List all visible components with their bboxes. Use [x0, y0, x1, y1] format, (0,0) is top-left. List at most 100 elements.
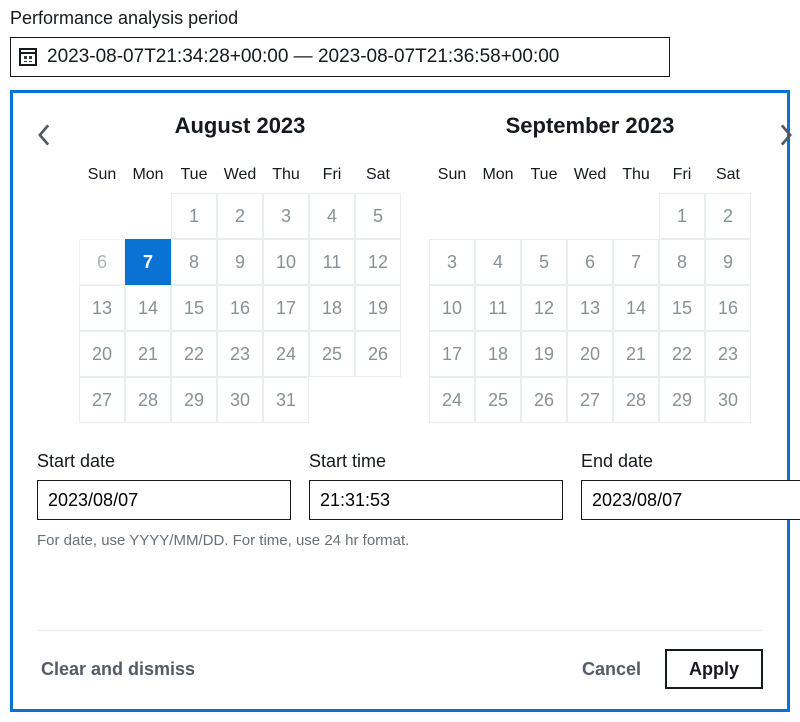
- day-cell[interactable]: 10: [429, 285, 475, 331]
- day-cell[interactable]: 8: [659, 239, 705, 285]
- day-cell[interactable]: 26: [355, 331, 401, 377]
- day-cell[interactable]: 11: [475, 285, 521, 331]
- right-month: September 2023 SunMonTueWedThuFriSat 123…: [429, 113, 751, 423]
- prev-month-button[interactable]: [37, 119, 51, 151]
- day-cell[interactable]: 30: [217, 377, 263, 423]
- day-empty: [79, 193, 125, 239]
- day-cell[interactable]: 16: [217, 285, 263, 331]
- day-cell[interactable]: 9: [217, 239, 263, 285]
- right-dow-row: SunMonTueWedThuFriSat: [429, 157, 751, 193]
- date-range-popover: August 2023 SunMonTueWedThuFriSat 123456…: [10, 90, 790, 712]
- day-cell[interactable]: 28: [613, 377, 659, 423]
- day-cell[interactable]: 15: [659, 285, 705, 331]
- day-cell[interactable]: 20: [567, 331, 613, 377]
- cancel-button[interactable]: Cancel: [578, 653, 645, 686]
- day-cell[interactable]: 14: [613, 285, 659, 331]
- dow-cell: Mon: [125, 157, 171, 193]
- day-cell[interactable]: 3: [263, 193, 309, 239]
- day-cell[interactable]: 1: [659, 193, 705, 239]
- popover-footer: Clear and dismiss Cancel Apply: [37, 630, 763, 709]
- day-cell[interactable]: 19: [521, 331, 567, 377]
- day-empty: [475, 193, 521, 239]
- day-cell[interactable]: 21: [125, 331, 171, 377]
- day-cell[interactable]: 27: [567, 377, 613, 423]
- day-cell[interactable]: 8: [171, 239, 217, 285]
- day-cell[interactable]: 10: [263, 239, 309, 285]
- day-cell[interactable]: 13: [567, 285, 613, 331]
- start-date-label: Start date: [37, 451, 291, 472]
- day-cell[interactable]: 27: [79, 377, 125, 423]
- day-cell[interactable]: 2: [217, 193, 263, 239]
- day-cell[interactable]: 24: [263, 331, 309, 377]
- day-cell[interactable]: 6: [79, 239, 125, 285]
- dow-cell: Thu: [613, 157, 659, 193]
- left-weeks: 1234567891011121314151617181920212223242…: [79, 193, 401, 423]
- day-cell[interactable]: 18: [475, 331, 521, 377]
- right-weeks: 1234567891011121314151617181920212223242…: [429, 193, 751, 423]
- day-cell[interactable]: 11: [309, 239, 355, 285]
- day-cell[interactable]: 29: [659, 377, 705, 423]
- day-cell[interactable]: 24: [429, 377, 475, 423]
- period-input[interactable]: 2023-08-07T21:34:28+00:00 — 2023-08-07T2…: [10, 37, 670, 77]
- day-cell[interactable]: 26: [521, 377, 567, 423]
- day-cell[interactable]: 13: [79, 285, 125, 331]
- day-empty: [355, 377, 401, 423]
- day-empty: [567, 193, 613, 239]
- period-label: Performance analysis period: [10, 8, 790, 29]
- day-cell[interactable]: 1: [171, 193, 217, 239]
- day-cell[interactable]: 4: [475, 239, 521, 285]
- dow-cell: Tue: [171, 157, 217, 193]
- start-date-input[interactable]: [37, 480, 291, 520]
- day-cell[interactable]: 9: [705, 239, 751, 285]
- day-empty: [521, 193, 567, 239]
- day-cell[interactable]: 25: [475, 377, 521, 423]
- day-cell[interactable]: 5: [355, 193, 401, 239]
- day-cell[interactable]: 4: [309, 193, 355, 239]
- dow-cell: Thu: [263, 157, 309, 193]
- day-cell[interactable]: 14: [125, 285, 171, 331]
- end-date-input[interactable]: [581, 480, 800, 520]
- dow-cell: Wed: [567, 157, 613, 193]
- day-cell[interactable]: 16: [705, 285, 751, 331]
- day-cell[interactable]: 17: [263, 285, 309, 331]
- day-cell[interactable]: 12: [521, 285, 567, 331]
- day-cell[interactable]: 23: [217, 331, 263, 377]
- calendar-icon: [19, 48, 37, 66]
- day-cell[interactable]: 22: [171, 331, 217, 377]
- format-hint: For date, use YYYY/MM/DD. For time, use …: [37, 532, 763, 549]
- apply-button[interactable]: Apply: [665, 649, 763, 689]
- day-cell[interactable]: 5: [521, 239, 567, 285]
- day-cell[interactable]: 21: [613, 331, 659, 377]
- day-cell[interactable]: 2: [705, 193, 751, 239]
- chevron-right-icon: [779, 124, 793, 146]
- day-cell[interactable]: 3: [429, 239, 475, 285]
- period-value: 2023-08-07T21:34:28+00:00 — 2023-08-07T2…: [47, 46, 559, 68]
- end-date-label: End date: [581, 451, 800, 472]
- start-time-input[interactable]: [309, 480, 563, 520]
- day-cell[interactable]: 28: [125, 377, 171, 423]
- day-cell[interactable]: 19: [355, 285, 401, 331]
- day-cell[interactable]: 7: [125, 239, 171, 285]
- day-cell[interactable]: 12: [355, 239, 401, 285]
- clear-dismiss-button[interactable]: Clear and dismiss: [37, 653, 199, 686]
- left-month-title: August 2023: [79, 113, 401, 139]
- day-cell[interactable]: 6: [567, 239, 613, 285]
- day-cell[interactable]: 17: [429, 331, 475, 377]
- day-cell[interactable]: 29: [171, 377, 217, 423]
- day-cell[interactable]: 7: [613, 239, 659, 285]
- day-cell[interactable]: 31: [263, 377, 309, 423]
- day-cell[interactable]: 25: [309, 331, 355, 377]
- dow-cell: Sat: [705, 157, 751, 193]
- next-month-button[interactable]: [779, 119, 793, 151]
- start-time-label: Start time: [309, 451, 563, 472]
- day-cell[interactable]: 23: [705, 331, 751, 377]
- day-cell[interactable]: 18: [309, 285, 355, 331]
- day-cell[interactable]: 30: [705, 377, 751, 423]
- day-empty: [613, 193, 659, 239]
- day-cell[interactable]: 22: [659, 331, 705, 377]
- day-cell[interactable]: 15: [171, 285, 217, 331]
- day-empty: [429, 193, 475, 239]
- day-cell[interactable]: 20: [79, 331, 125, 377]
- dow-cell: Mon: [475, 157, 521, 193]
- day-empty: [309, 377, 355, 423]
